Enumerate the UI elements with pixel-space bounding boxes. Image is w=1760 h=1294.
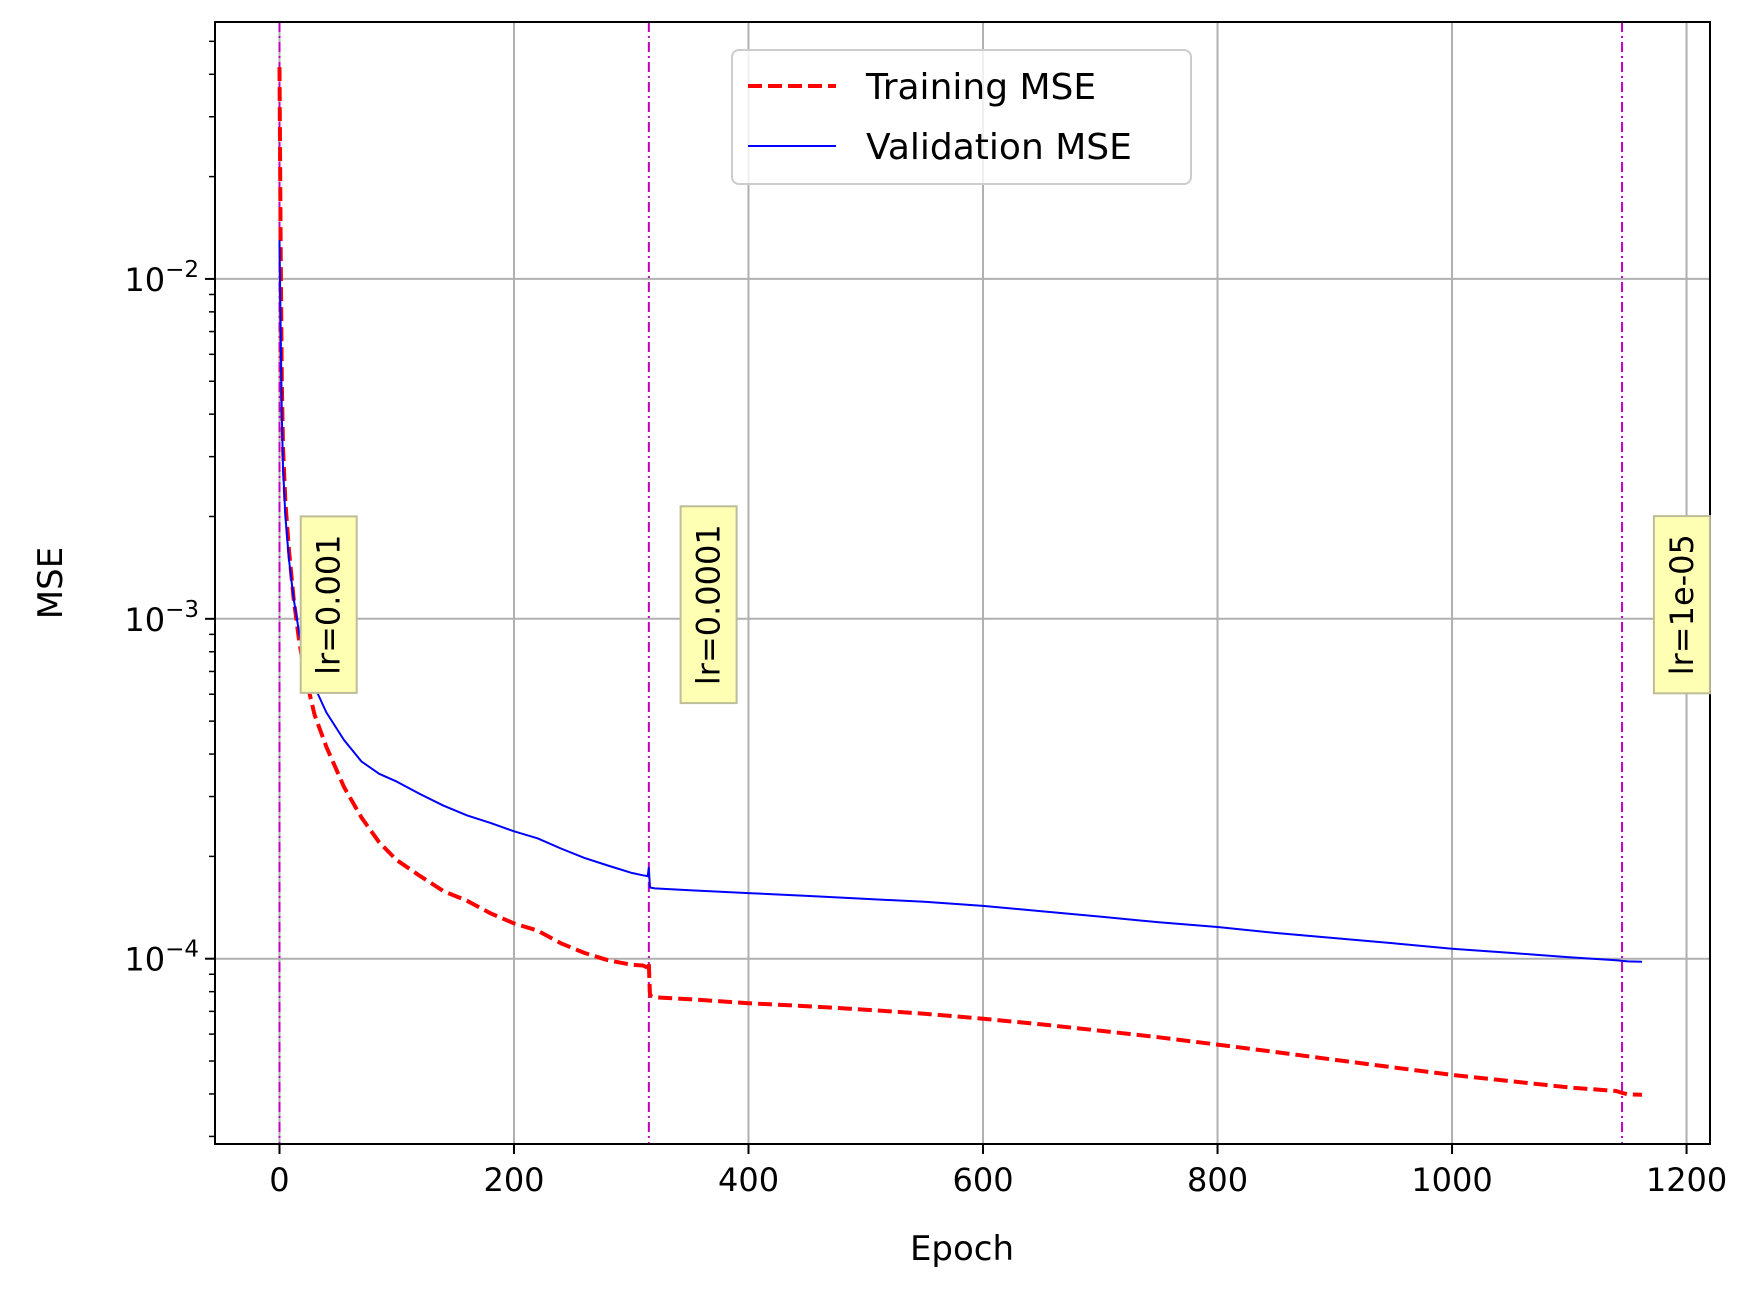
legend-label-validation: Validation MSE — [866, 127, 1132, 168]
x-tick-label: 1200 — [1646, 1161, 1727, 1199]
x-tick-label: 200 — [483, 1161, 544, 1199]
lr-annotation: lr=0.0001 — [679, 505, 738, 705]
lr-annotation-box — [679, 505, 738, 705]
training-mse-line — [277, 67, 1643, 1097]
plot-area — [215, 22, 1710, 1144]
grid — [215, 22, 1710, 1144]
lr-annotation-text: lr=0.0001 — [690, 524, 728, 685]
y-tick-label: 10−4 — [124, 937, 199, 979]
legend-label-training: Training MSE — [865, 67, 1096, 108]
y-tick-label: 10−2 — [124, 257, 199, 299]
lr-annotation: lr=1e-05 — [1652, 515, 1711, 695]
y-axis: 10−4 10−3 10−2 — [124, 257, 215, 979]
legend: Training MSE Validation MSE — [731, 49, 1192, 185]
lr-annotation: lr=0.001 — [299, 515, 358, 694]
x-axis-label: Epoch — [910, 1229, 1014, 1269]
x-tick-label: 800 — [1187, 1161, 1248, 1199]
lr-annotation-box — [299, 515, 358, 694]
y-axis-label: MSE — [31, 547, 71, 619]
lr-annotation-text: lr=1e-05 — [1663, 534, 1701, 675]
legend-box — [731, 49, 1192, 185]
x-tick-label: 400 — [718, 1161, 779, 1199]
y-tick-label: 10−3 — [124, 597, 199, 639]
x-tick-label: 600 — [952, 1161, 1013, 1199]
x-axis: 0 200 400 600 800 1000 1200 — [269, 1144, 1727, 1199]
lr-annotation-text: lr=0.001 — [310, 534, 348, 674]
x-tick-label: 0 — [269, 1161, 289, 1199]
lr-annotation-box — [1652, 515, 1711, 695]
x-tick-label: 1000 — [1411, 1161, 1492, 1199]
annotations: lr=0.001 lr=0.0001 lr=1e-05 — [299, 505, 1711, 705]
